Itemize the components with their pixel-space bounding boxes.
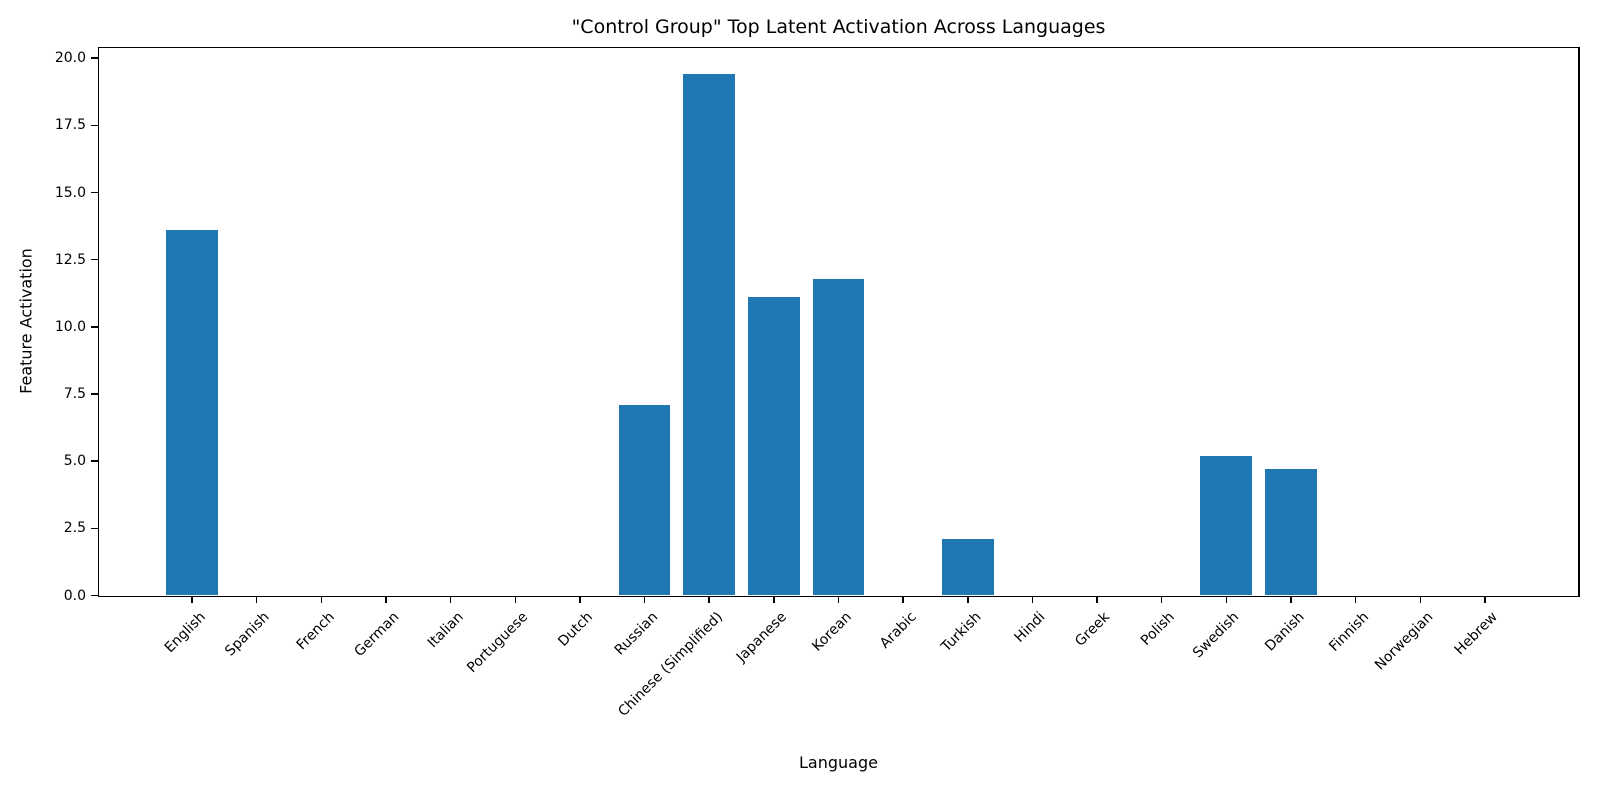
x-tick-label-text: Hindi xyxy=(1011,609,1049,646)
y-tick-label: 0.0 xyxy=(63,587,86,604)
x-tick-mark xyxy=(1484,595,1486,603)
x-tick-mark xyxy=(1160,595,1163,603)
x-tick-label-text: Danish xyxy=(1261,609,1308,655)
x-tick-label-text: Turkish xyxy=(937,609,985,656)
bar-russian xyxy=(618,404,671,596)
y-tick-label: 12.5 xyxy=(54,251,86,268)
x-tick-label-text: French xyxy=(293,609,338,654)
x-tick-label-hebrew: Hebrew xyxy=(1436,606,1501,658)
right-spine xyxy=(1578,46,1580,597)
chart-title: "Control Group" Top Latent Activation Ac… xyxy=(571,16,1106,38)
bar-japanese xyxy=(748,297,800,596)
x-tick-mark xyxy=(1096,595,1098,603)
bar-danish xyxy=(1265,469,1317,596)
x-tick-label-swedish: Swedish xyxy=(1173,606,1242,661)
y-tick-mark xyxy=(91,258,99,261)
x-tick-label-text: Polish xyxy=(1138,609,1179,649)
x-tick-mark xyxy=(1225,595,1228,603)
y-tick-label: 7.5 xyxy=(63,386,86,403)
x-tick-mark xyxy=(320,595,323,603)
x-tick-label-text: Spanish xyxy=(222,609,274,660)
x-tick-label-danish: Danish xyxy=(1248,606,1307,654)
y-tick-mark xyxy=(91,594,99,597)
x-tick-label-hindi: Hindi xyxy=(1001,606,1049,646)
left-spine xyxy=(97,46,99,597)
x-tick-label-text: Korean xyxy=(809,609,855,655)
bar-english xyxy=(166,230,218,596)
x-tick-label-text: German xyxy=(351,609,403,660)
bottom-spine xyxy=(97,595,1580,597)
x-tick-mark xyxy=(514,595,517,603)
x-tick-label-english: English xyxy=(147,606,208,656)
bar-swedish xyxy=(1200,455,1253,596)
x-tick-label-text: Swedish xyxy=(1190,609,1243,662)
x-tick-mark xyxy=(1354,595,1357,603)
y-tick-mark xyxy=(91,57,99,59)
x-tick-mark xyxy=(708,595,710,603)
x-tick-label-text: Japanese xyxy=(733,609,791,666)
y-tick-mark xyxy=(91,527,99,530)
bar-chinese-simplified xyxy=(683,74,736,596)
bar-turkish xyxy=(941,539,994,596)
x-tick-label-polish: Polish xyxy=(1126,606,1178,649)
x-tick-mark xyxy=(255,595,258,603)
x-tick-label-portuguese: Portuguese xyxy=(441,606,531,676)
x-tick-label-chinese-simplified: Chinese (Simplified) xyxy=(574,606,726,720)
y-tick-mark xyxy=(91,124,99,127)
x-tick-label-french: French xyxy=(280,606,337,653)
x-tick-label-greek: Greek xyxy=(1060,606,1114,650)
x-tick-label-text: Norwegian xyxy=(1372,609,1437,674)
x-tick-label-german: German xyxy=(335,606,402,660)
x-tick-label-text: Arabic xyxy=(876,609,920,652)
y-tick-label: 5.0 xyxy=(63,453,86,470)
x-tick-mark xyxy=(902,595,904,603)
x-tick-label-arabic: Arabic xyxy=(864,606,920,652)
x-tick-label-text: Greek xyxy=(1072,609,1114,650)
y-tick-label: 2.5 xyxy=(63,520,86,537)
x-tick-mark xyxy=(191,595,193,603)
y-tick-mark xyxy=(91,393,99,395)
top-spine xyxy=(97,46,1580,48)
y-tick-label: 15.0 xyxy=(54,184,86,201)
x-tick-mark xyxy=(1419,595,1422,603)
y-tick-label: 10.0 xyxy=(54,318,86,335)
x-tick-label-text: Portuguese xyxy=(464,609,532,677)
x-tick-label-japanese: Japanese xyxy=(715,606,790,665)
x-tick-mark xyxy=(837,595,840,603)
x-tick-label-text: English xyxy=(161,609,209,657)
x-tick-mark xyxy=(643,595,646,603)
y-tick-mark xyxy=(91,326,99,328)
bar-korean xyxy=(812,278,865,596)
y-tick-label: 17.5 xyxy=(54,117,86,134)
x-tick-label-turkish: Turkish xyxy=(924,606,984,655)
y-tick-label: 20.0 xyxy=(54,50,86,67)
x-tick-mark xyxy=(449,595,452,603)
x-tick-mark xyxy=(967,595,969,603)
x-tick-mark xyxy=(1031,595,1034,603)
x-tick-label-korean: Korean xyxy=(795,606,855,655)
x-tick-mark xyxy=(385,595,387,603)
x-tick-mark xyxy=(1290,595,1292,603)
x-tick-label-norwegian: Norwegian xyxy=(1350,606,1436,673)
y-tick-mark xyxy=(91,460,99,462)
y-tick-mark xyxy=(91,191,99,194)
x-tick-mark xyxy=(579,595,581,603)
x-axis-label: Language xyxy=(799,753,878,772)
x-tick-mark xyxy=(773,595,775,603)
x-tick-label-spanish: Spanish xyxy=(206,606,273,659)
x-tick-label-text: Hebrew xyxy=(1452,609,1502,659)
